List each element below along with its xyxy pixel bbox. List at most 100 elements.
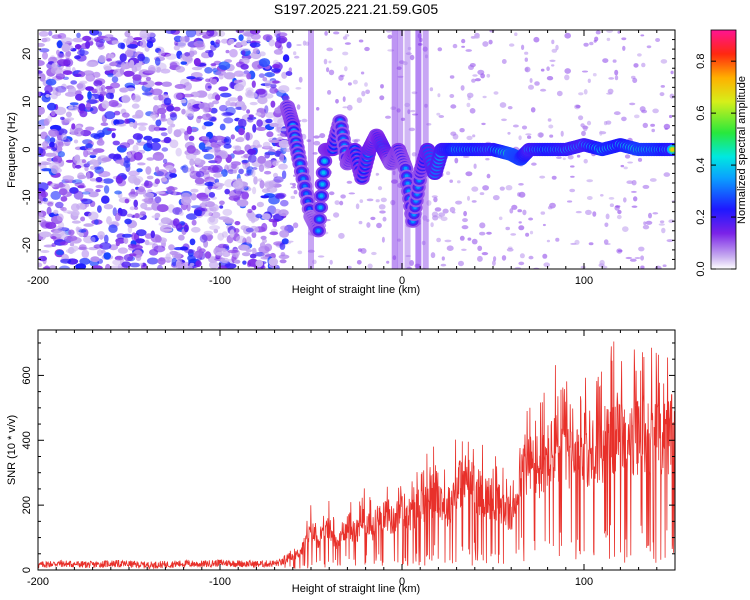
snr-xtick-label: -100 [209, 576, 231, 588]
spectrogram-noise-cell [124, 118, 130, 124]
spectrogram-noise-cell [525, 232, 530, 237]
spectrogram-ytick-label: -10 [21, 189, 33, 205]
spectrogram-noise-cell [237, 95, 243, 102]
spectrogram-noise-cell [467, 95, 471, 101]
spectrogram-noise-cell [293, 51, 297, 56]
spectrogram-noise-cell [654, 265, 662, 269]
spectrogram-noise-cell [521, 44, 525, 50]
spectrogram-noise-cell [583, 42, 589, 47]
spectrogram-noise-cell [270, 100, 276, 108]
spectrogram-noise-cell [265, 118, 273, 124]
spectrogram-noise-cell [507, 106, 513, 110]
spectrogram-noise-cell [160, 217, 171, 225]
spectrogram-noise-cell [223, 138, 230, 143]
spectrogram-noise-cell [114, 119, 125, 125]
spectrogram-noise-cell [107, 53, 115, 59]
spectrogram-noise-cell [184, 249, 196, 254]
spectrogram-noise-cell [241, 252, 251, 257]
spectrogram-noise-cell [155, 191, 166, 195]
spectrogram-ridge-cell [318, 205, 323, 210]
spectrogram-noise-cell [471, 238, 478, 245]
spectrogram-noise-cell [111, 40, 120, 45]
spectrogram-noise-cell [333, 212, 340, 218]
spectrogram-noise-cell [219, 104, 228, 112]
spectrogram-noise-cell [134, 213, 140, 219]
spectrogram-noise-cell [233, 228, 240, 234]
spectrogram-noise-cell [234, 221, 241, 226]
spectrogram-noise-cell [461, 45, 465, 48]
spectrogram-noise-cell [235, 42, 242, 48]
spectrogram-noise-cell [61, 43, 70, 53]
spectrogram-noise-cell [86, 171, 91, 180]
spectrogram-noise-cell [505, 185, 513, 191]
spectrogram-noise-cell [107, 73, 114, 78]
spectrogram-noise-cell [135, 254, 142, 262]
spectrogram-noise-cell [103, 252, 111, 260]
spectrogram-noise-cell [79, 257, 91, 265]
spectrogram-noise-cell [201, 125, 207, 130]
spectrogram-noise-cell [92, 71, 101, 78]
snr-xlabel: Height of straight line (km) [292, 583, 420, 595]
spectrogram-noise-cell [183, 35, 190, 43]
spectrogram-noise-cell [89, 154, 97, 159]
spectrogram-noise-cell [93, 80, 103, 87]
spectrogram-noise-cell [155, 119, 162, 127]
spectrogram-noise-cell [629, 258, 637, 262]
spectrogram-noise-cell [105, 263, 111, 269]
spectrogram-noise-cell [227, 249, 239, 254]
spectrogram-noise-cell [290, 186, 297, 189]
spectrogram-noise-cell [147, 32, 156, 38]
spectrogram-noise-cell [264, 72, 276, 78]
spectrogram-noise-cell [117, 42, 125, 49]
spectrogram-noise-cell [49, 141, 55, 148]
spectrogram-noise-cell [576, 154, 581, 158]
spectrogram-noise-cell [132, 74, 142, 81]
spectrogram-noise-cell [482, 41, 489, 47]
spectrogram-noise-cell [560, 130, 564, 137]
spectrogram-noise-cell [222, 208, 233, 216]
spectrogram-noise-cell [328, 69, 335, 76]
snr-ylabel: SNR (10 * v/v) [6, 415, 18, 485]
spectrogram-ylabel: Frequency (Hz) [6, 112, 18, 188]
spectrogram-noise-cell [258, 164, 265, 173]
spectrogram-noise-cell [244, 173, 250, 177]
spectrogram-noise-cell [621, 37, 627, 41]
spectrogram-noise-cell [98, 55, 106, 63]
spectrogram-noise-cell [463, 210, 467, 217]
spectrogram-noise-cell [246, 73, 252, 80]
spectrogram-noise-cell [50, 190, 61, 200]
spectrogram-noise-cell [47, 115, 53, 123]
spectrogram-noise-cell [97, 31, 103, 37]
spectrogram-noise-cell [232, 169, 237, 174]
spectrogram-noise-cell [627, 161, 633, 164]
spectrogram-noise-cell [180, 99, 187, 104]
spectrogram-noise-cell [173, 45, 180, 51]
spectrogram-noise-cell [39, 231, 52, 238]
spectrogram-noise-cell [669, 93, 675, 99]
spectrogram-noise-cell [272, 64, 280, 69]
spectrogram-noise-cell [429, 87, 434, 92]
spectrogram-noise-cell [69, 102, 79, 106]
spectrogram-noise-cell [533, 36, 540, 43]
spectrogram-marks [38, 30, 675, 269]
spectrogram-noise-cell [199, 234, 208, 243]
spectrogram-noise-cell [104, 234, 109, 244]
spectrogram-noise-cell [169, 139, 179, 149]
spectrogram-noise-cell [142, 92, 153, 96]
spectrogram-noise-cell [45, 222, 57, 229]
spectrogram-noise-cell [124, 218, 132, 225]
spectrogram-noise-cell [652, 108, 659, 114]
spectrogram-noise-cell [252, 48, 260, 55]
spectrogram-noise-cell [519, 253, 525, 259]
spectrogram-noise-cell [158, 222, 165, 226]
spectrogram-noise-cell [606, 30, 614, 33]
spectrogram-noise-cell [493, 91, 499, 95]
spectrogram-noise-cell [485, 158, 490, 161]
spectrogram-noise-cell [486, 173, 491, 179]
spectrogram-noise-cell [78, 229, 87, 233]
spectrogram-noise-cell [138, 81, 148, 85]
spectrogram-noise-cell [360, 71, 365, 75]
spectrogram-noise-cell [529, 78, 533, 83]
spectrogram-noise-cell [106, 58, 113, 62]
spectrogram-noise-cell [461, 38, 466, 44]
